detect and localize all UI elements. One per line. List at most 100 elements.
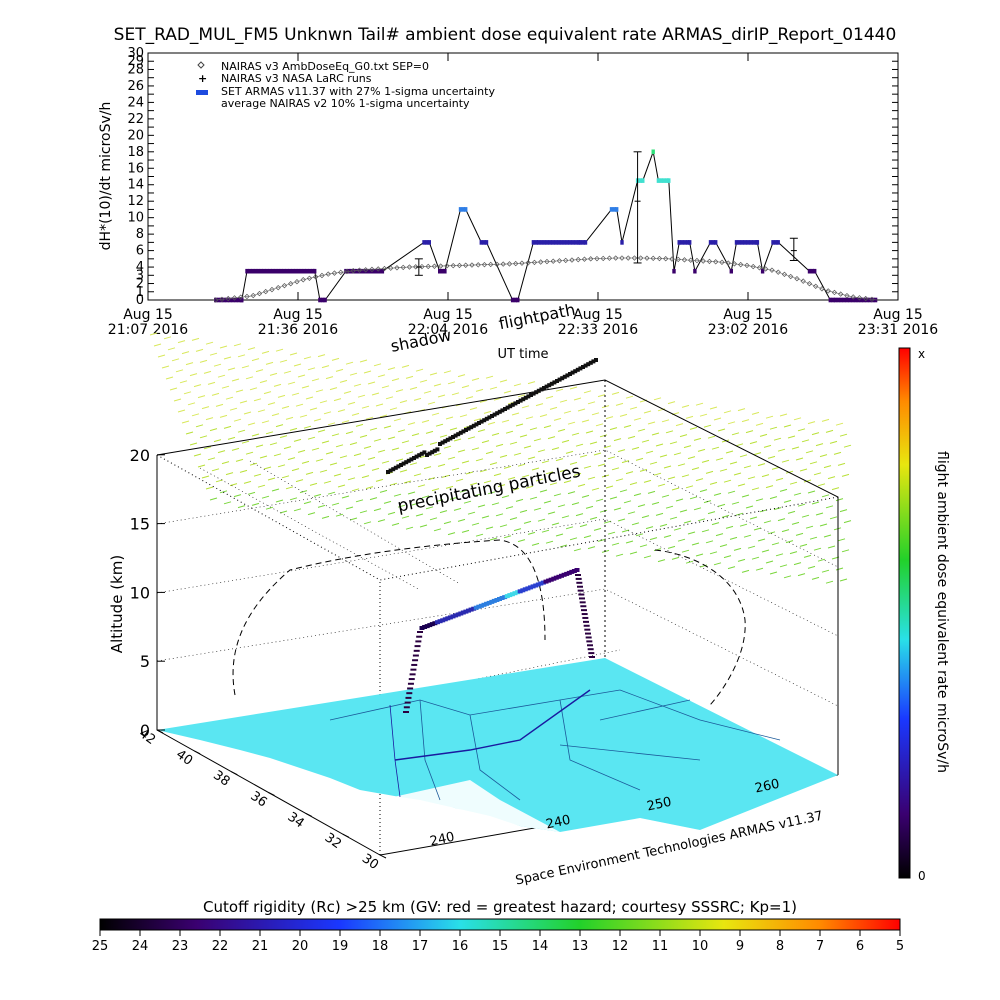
particle-tick [217, 374, 226, 378]
armas-point [248, 268, 252, 274]
particle-tick [805, 450, 814, 454]
particle-tick [781, 459, 790, 463]
particle-tick [587, 546, 596, 550]
armas-point [848, 297, 852, 303]
flight-path-point [552, 380, 557, 385]
particle-tick [509, 517, 518, 521]
particle-tick [625, 540, 634, 544]
particle-tick [317, 354, 326, 358]
particle-tick [283, 370, 292, 374]
particle-tick [753, 527, 762, 531]
nairas-v3-point [619, 255, 625, 261]
particle-tick [573, 548, 582, 552]
flight-path-point [518, 398, 523, 403]
flight-path-point [562, 374, 567, 379]
particle-tick [391, 447, 400, 451]
particle-tick [523, 520, 532, 524]
particle-tick [559, 469, 568, 473]
top-x-axis-label: UT time [498, 347, 549, 362]
particle-tick [317, 504, 326, 508]
armas-point [378, 268, 382, 274]
particle-tick [761, 549, 770, 553]
flight-path-point [404, 460, 409, 465]
particle-tick [529, 427, 538, 431]
particle-tick [321, 365, 330, 369]
particle-tick [575, 443, 584, 447]
nairas-v3-point [356, 267, 363, 273]
particle-tick [423, 466, 432, 470]
flight-path-point [513, 401, 518, 406]
nairas-v3-point [231, 295, 238, 301]
particle-tick [223, 356, 232, 360]
armas-point [659, 178, 663, 183]
particle-tick [289, 427, 298, 431]
particle-tick [503, 465, 512, 469]
particle-tick [565, 526, 574, 530]
top-x-tick-label-time: 21:36 2016 [258, 322, 339, 338]
nairas-v3-point [819, 286, 825, 292]
armas-point [461, 207, 466, 212]
particle-tick [305, 396, 314, 400]
bottom-colorbar-ticks: 25 24 23 22 21 20 19 18 17 16 15 14 13 12 11 10 9 8 7 6 5 [92, 930, 904, 954]
particle-tick [467, 436, 476, 440]
armas-point [262, 268, 266, 274]
particle-tick [299, 490, 308, 494]
particle-tick [479, 399, 488, 403]
nairas-v3-point [594, 255, 600, 262]
particle-tick [779, 488, 788, 492]
particle-tick [353, 453, 362, 457]
particle-tick [713, 562, 722, 566]
particle-tick [793, 417, 802, 421]
particle-tick [803, 479, 812, 483]
particle-tick [701, 529, 710, 533]
particle-tick [695, 402, 704, 406]
nairas-v3-point [394, 265, 400, 271]
particle-tick [351, 488, 360, 492]
flight-path-point [547, 383, 552, 388]
nairas-v3-point [281, 282, 288, 289]
particle-tick [299, 414, 308, 418]
particle-tick [799, 543, 808, 547]
flight-path-point [440, 440, 445, 445]
particle-tick [363, 370, 372, 374]
particle-tick [197, 464, 206, 468]
flight-track-point [450, 614, 456, 619]
nairas-v3-point [469, 262, 475, 268]
particle-tick [665, 430, 674, 434]
particle-tick [743, 465, 752, 469]
nairas-v3-point [400, 264, 406, 271]
nairas-v3-point [719, 259, 725, 265]
armas-point [228, 297, 232, 303]
particle-tick [727, 490, 736, 494]
legend-label-0: NAIRAS v3 AmbDoseEq_G0.txt SEP=0 [221, 60, 429, 73]
bottom-colorbar-tick-label: 13 [572, 939, 589, 954]
particle-tick [355, 423, 364, 427]
legend-diamond-icon [197, 61, 205, 69]
particle-tick [527, 456, 536, 460]
particle-tick [731, 432, 740, 436]
particle-tick [303, 356, 312, 360]
particle-tick [223, 425, 232, 429]
flight-track-point [437, 619, 443, 624]
particle-tick [207, 457, 216, 461]
armas-point [422, 240, 426, 245]
particle-tick [181, 420, 190, 424]
bottom-colorbar-gradient [99, 918, 901, 931]
particle-tick [233, 494, 242, 498]
nairas-v3-point [219, 296, 225, 302]
particle-tick [727, 421, 736, 425]
armas-point [296, 268, 301, 274]
armas-point [737, 240, 742, 245]
top-y-tick-label: 0 [136, 293, 144, 308]
particle-tick [475, 388, 484, 392]
particle-tick [663, 534, 672, 538]
particle-tick [709, 481, 718, 485]
nairas-v3-point [269, 286, 275, 293]
flight-path-point [570, 370, 575, 375]
bottom-colorbar-tick-label: 5 [896, 939, 904, 954]
armas-point [311, 268, 315, 274]
particle-tick [263, 391, 272, 395]
particle-tick [695, 478, 704, 482]
right-colorbar-title: flight ambient dose equivalent rate micr… [934, 451, 950, 773]
particle-tick [481, 515, 490, 519]
